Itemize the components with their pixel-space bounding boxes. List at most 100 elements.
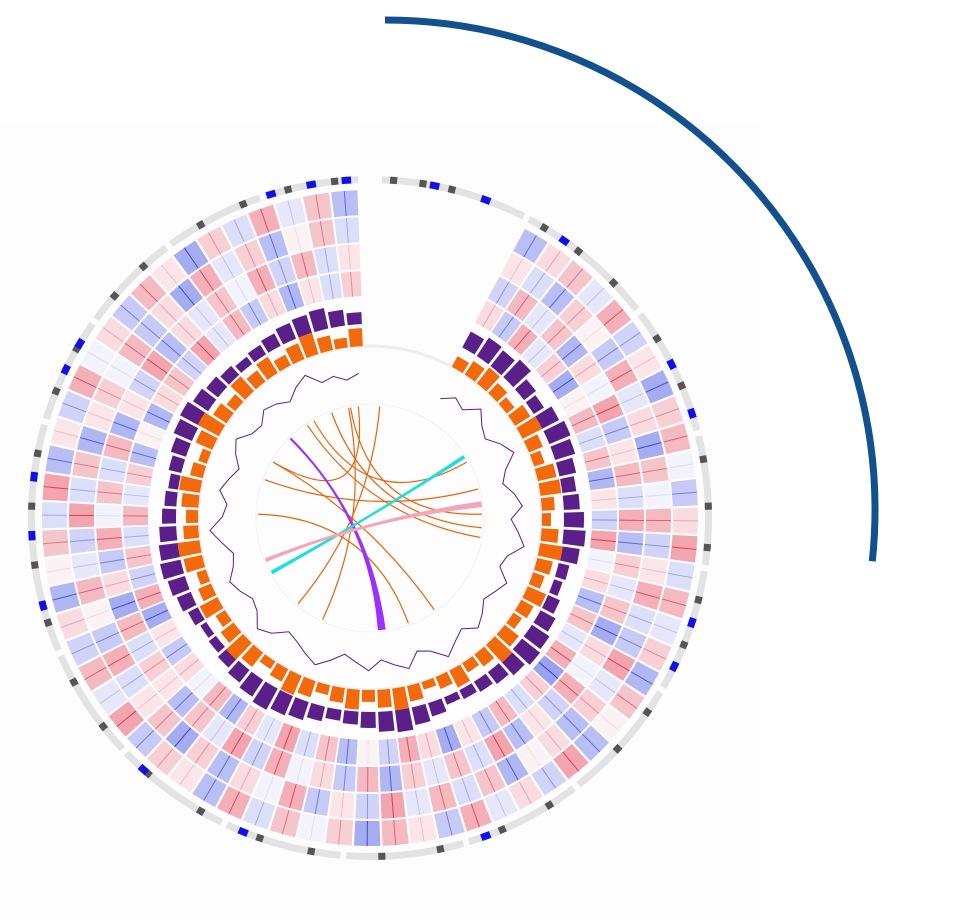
heatmap-stroke [145,609,169,621]
heatmap-cell [556,622,588,652]
heatmap-cell [508,775,543,810]
ideogram-band [544,800,555,810]
histogram-bar [188,607,205,626]
heatmap-cell [535,243,572,279]
heatmap-stroke [630,671,653,685]
histogram-bar [394,708,414,733]
histogram-bar [288,697,309,721]
heatmap-cell [205,321,236,353]
heatmap-stroke [653,623,678,634]
heatmap-cell [202,714,234,748]
heatmap-stroke [545,730,562,751]
histogram-bar [306,702,326,722]
heatmap-stroke [139,283,158,303]
heatmap-cell [69,477,97,503]
heatmap-stroke [531,309,549,329]
heatmap-stroke [338,819,342,845]
heatmap-cell [71,552,100,580]
heatmap-stroke [196,341,215,361]
ideogram-band [480,831,492,841]
histogram-bar [533,557,553,575]
histogram-bar [554,562,570,580]
heatmap-cell [453,716,482,747]
ideogram-band [687,407,697,419]
histogram-bar [333,337,348,350]
ideogram-band [69,677,79,687]
heatmap-cell [558,298,593,333]
heatmap-stroke [461,719,473,743]
heatmap-stroke [618,636,642,649]
heatmap-stroke [160,264,178,285]
heatmap-stroke [120,304,140,322]
histogram-bar [297,676,316,698]
heatmap-cell [258,289,287,320]
histogram-bar [190,462,207,479]
histogram-bar [252,681,278,710]
ideogram-band [612,743,623,754]
heatmap-stroke [559,679,579,697]
ideogram-band [642,707,653,718]
heatmap-cell [581,568,611,594]
heatmap-stroke [193,673,213,692]
histogram-bar [198,583,217,602]
ideogram-band [60,363,71,376]
histogram-bar [196,569,211,585]
heatmap-stroke [273,751,284,775]
heatmap-stroke [113,421,137,432]
histogram-bar [421,677,437,690]
heatmap-cell [175,350,208,381]
ideogram-band [679,640,689,650]
histogram-bar [515,379,537,401]
histogram-bar [543,420,571,445]
heatmap-stroke [121,673,143,689]
heatmap-stroke [120,620,144,633]
heatmap-stroke [633,356,656,370]
ideogram-band [389,176,398,185]
heatmap-cell [150,619,182,649]
ideogram-band [195,220,206,230]
histogram-bar [346,312,362,326]
histogram-bar [327,309,346,328]
heatmap-stroke [579,696,600,714]
heatmap-stroke [525,675,544,695]
heatmap-stroke [99,558,125,564]
heatmap-stroke [324,736,331,761]
heatmap-stroke [635,591,661,599]
histogram-bar [226,394,244,412]
heatmap-cell [80,340,116,375]
heatmap-stroke [244,709,258,732]
histogram-bar [541,595,560,614]
heatmap-cell [588,669,622,703]
chromosome [28,541,62,652]
heatmap-cell [96,504,122,527]
histogram-bar [168,455,186,474]
heatmap-cell [92,679,128,715]
heatmap-stroke [343,765,347,791]
chromosome [527,216,640,312]
heatmap-stroke [212,327,230,348]
heatmap-cell [95,316,131,353]
heatmap-stroke [287,285,297,309]
heatmap-cell [464,740,494,772]
histogram-bar [198,448,212,464]
heatmap-cell [225,274,257,307]
histogram-bar [549,579,563,597]
heatmap-cell [517,739,551,773]
heatmap-stroke [98,387,122,400]
chromosome [637,312,701,432]
heatmap-stroke [603,604,627,615]
histogram-bar [533,610,556,632]
heatmap-stroke [95,632,120,644]
histogram-bar [215,610,232,628]
heatmap-stroke [672,491,698,495]
heatmap-stroke [294,226,302,251]
heatmap-stroke [445,811,453,836]
heatmap-stroke [461,778,471,802]
heatmap-cell [286,755,314,785]
heatmap-cell [608,438,638,466]
heatmap-stroke [154,626,178,641]
histogram-bar [562,493,580,510]
histogram-bar [227,660,250,683]
heatmap-stroke [111,600,136,610]
heatmap-cell [44,555,74,586]
